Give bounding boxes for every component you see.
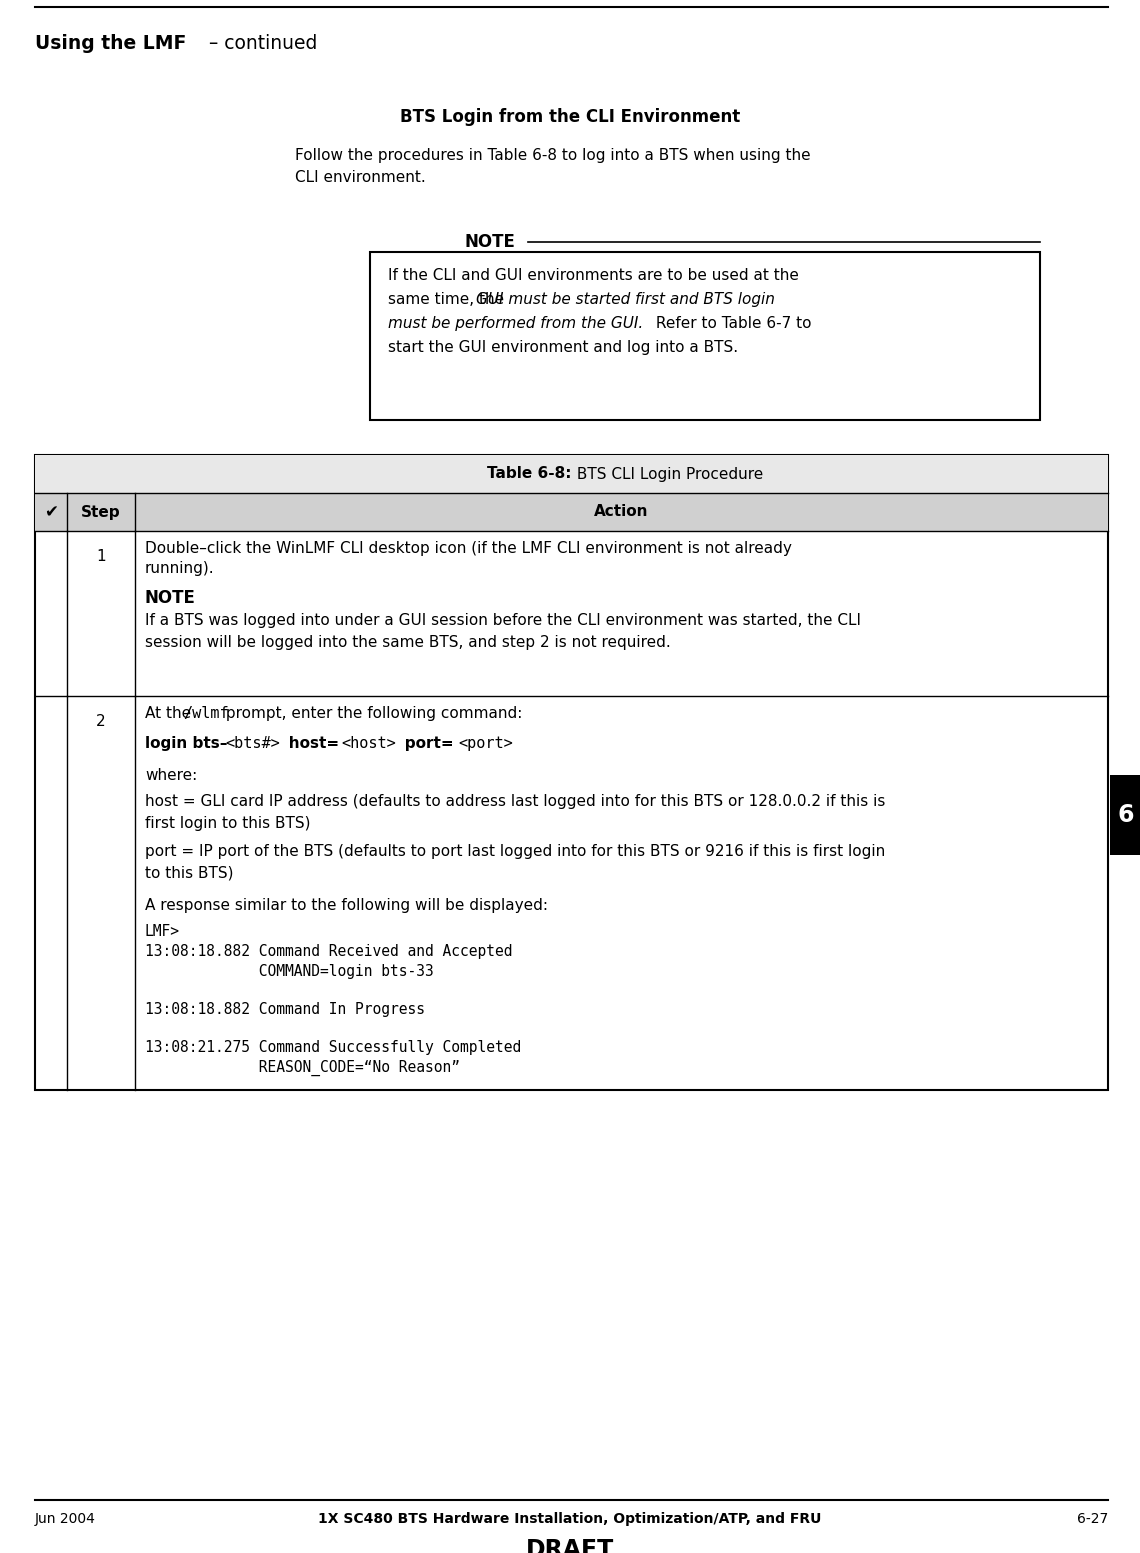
Text: Using the LMF: Using the LMF bbox=[35, 34, 186, 53]
Bar bbox=[35, 492, 1108, 531]
Bar bbox=[370, 252, 1040, 419]
Text: At the: At the bbox=[145, 707, 196, 721]
Text: LMF>: LMF> bbox=[145, 924, 180, 940]
Text: Jun 2004: Jun 2004 bbox=[35, 1513, 96, 1527]
Text: same time, the: same time, the bbox=[388, 292, 508, 307]
Text: Follow the procedures in Table 6-8 to log into a BTS when using the: Follow the procedures in Table 6-8 to lo… bbox=[295, 148, 811, 163]
Text: Double–click the WinLMF CLI desktop icon (if the LMF CLI environment is not alre: Double–click the WinLMF CLI desktop icon… bbox=[145, 540, 792, 556]
Text: 13:08:18.882 Command In Progress: 13:08:18.882 Command In Progress bbox=[145, 1002, 425, 1017]
Text: – continued: – continued bbox=[203, 34, 317, 53]
Text: 13:08:21.275 Command Successfully Completed: 13:08:21.275 Command Successfully Comple… bbox=[145, 1041, 521, 1054]
Text: NOTE: NOTE bbox=[145, 589, 196, 607]
Text: If a BTS was logged into under a GUI session before the CLI environment was star: If a BTS was logged into under a GUI ses… bbox=[145, 613, 861, 627]
Text: 13:08:18.882 Command Received and Accepted: 13:08:18.882 Command Received and Accept… bbox=[145, 944, 513, 960]
Text: where:: where: bbox=[145, 769, 197, 783]
Text: to this BTS): to this BTS) bbox=[145, 867, 234, 881]
Text: /wlmf: /wlmf bbox=[184, 707, 229, 721]
Text: 6-27: 6-27 bbox=[1077, 1513, 1108, 1527]
Text: DRAFT: DRAFT bbox=[526, 1537, 614, 1553]
Text: <bts#>: <bts#> bbox=[225, 736, 279, 752]
Text: session will be logged into the same BTS, and step 2 is not required.: session will be logged into the same BTS… bbox=[145, 635, 670, 651]
Text: <port>: <port> bbox=[458, 736, 513, 752]
Text: GUI must be started first and BTS login: GUI must be started first and BTS login bbox=[477, 292, 775, 307]
Text: login bts–: login bts– bbox=[145, 736, 228, 752]
Text: running).: running). bbox=[145, 561, 214, 576]
Text: BTS CLI Login Procedure: BTS CLI Login Procedure bbox=[571, 466, 763, 481]
Text: port=: port= bbox=[389, 736, 454, 752]
Bar bbox=[35, 455, 1108, 1090]
Text: 1X SC480 BTS Hardware Installation, Optimization/ATP, and FRU: 1X SC480 BTS Hardware Installation, Opti… bbox=[318, 1513, 822, 1527]
Text: 2: 2 bbox=[96, 714, 106, 728]
Text: If the CLI and GUI environments are to be used at the: If the CLI and GUI environments are to b… bbox=[388, 269, 799, 283]
Text: Table 6-8:: Table 6-8: bbox=[487, 466, 571, 481]
Text: 1: 1 bbox=[96, 550, 106, 564]
Text: must be performed from the GUI.: must be performed from the GUI. bbox=[388, 315, 643, 331]
Text: Refer to Table 6-7 to: Refer to Table 6-7 to bbox=[651, 315, 812, 331]
Text: 6: 6 bbox=[1117, 803, 1134, 828]
Text: CLI environment.: CLI environment. bbox=[295, 169, 425, 185]
Text: Action: Action bbox=[594, 505, 649, 520]
Text: host=: host= bbox=[272, 736, 339, 752]
Text: host = GLI card IP address (defaults to address last logged into for this BTS or: host = GLI card IP address (defaults to … bbox=[145, 794, 886, 809]
Text: prompt, enter the following command:: prompt, enter the following command: bbox=[221, 707, 522, 721]
Bar bbox=[35, 455, 1108, 492]
Text: start the GUI environment and log into a BTS.: start the GUI environment and log into a… bbox=[388, 340, 738, 356]
Text: first login to this BTS): first login to this BTS) bbox=[145, 815, 310, 831]
Bar bbox=[1110, 775, 1140, 856]
Text: port = IP port of the BTS (defaults to port last logged into for this BTS or 921: port = IP port of the BTS (defaults to p… bbox=[145, 843, 886, 859]
Text: BTS Login from the CLI Environment: BTS Login from the CLI Environment bbox=[400, 109, 740, 126]
Text: COMMAND=login bts-33: COMMAND=login bts-33 bbox=[145, 964, 433, 978]
Text: ✔: ✔ bbox=[44, 503, 58, 520]
Text: A response similar to the following will be displayed:: A response similar to the following will… bbox=[145, 898, 548, 913]
Text: NOTE: NOTE bbox=[465, 233, 515, 252]
Text: <host>: <host> bbox=[341, 736, 396, 752]
Text: REASON_CODE=“No Reason”: REASON_CODE=“No Reason” bbox=[145, 1061, 461, 1076]
Text: Step: Step bbox=[81, 505, 121, 520]
